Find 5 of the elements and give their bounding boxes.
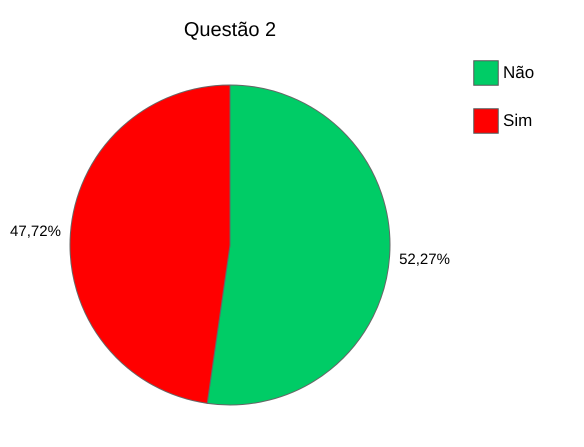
legend-label: Sim [503, 111, 532, 130]
chart-title: Questão 2 [184, 19, 276, 41]
legend-label: Não [503, 63, 534, 82]
data-label: 52,27% [399, 250, 450, 268]
data-label: 47,72% [10, 223, 61, 240]
